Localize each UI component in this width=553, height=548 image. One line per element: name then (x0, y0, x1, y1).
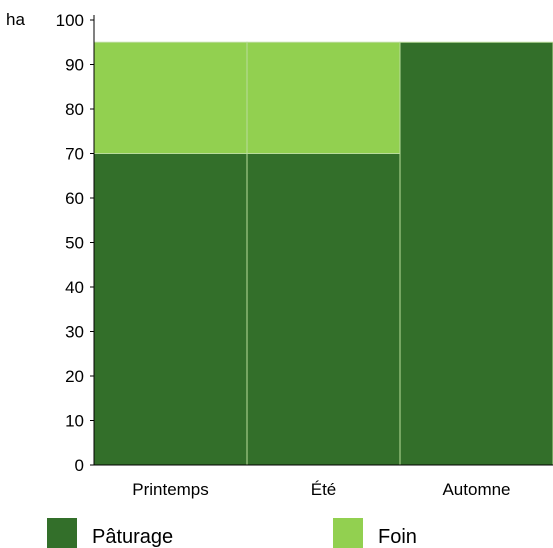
y-tick-label: 70 (65, 145, 84, 164)
legend-label-foin: Foin (378, 526, 417, 548)
bar-segment-paturage-2 (246, 153, 401, 466)
y-tick-label: 60 (65, 189, 84, 208)
x-tick-label: Automne (442, 480, 510, 499)
y-tick-label: 90 (65, 56, 84, 75)
legend-swatch-foin (333, 518, 363, 548)
x-tick-label: Printemps (132, 480, 209, 499)
legend: Pâturage Foin (47, 518, 417, 548)
y-tick-label: 80 (65, 100, 84, 119)
legend-label-paturage: Pâturage (92, 526, 173, 548)
x-tick-label: Été (311, 480, 337, 499)
legend-swatch-paturage (47, 518, 77, 548)
y-tick-label: 30 (65, 323, 84, 342)
bars-layer (93, 41, 553, 466)
y-tick-label: 0 (75, 456, 84, 475)
axes-layer: Printemps Été Automne 0 10 20 30 40 50 60 70 80 90 10… (56, 11, 553, 499)
y-tick-label: 20 (65, 367, 84, 386)
bar-segment-paturage-3 (399, 41, 553, 466)
y-tick-label: 100 (56, 11, 84, 30)
bar-segment-foin-2 (246, 41, 401, 154)
bar-segment-foin-1 (93, 41, 248, 154)
y-unit-label: ha (6, 10, 25, 29)
y-tick-label: 40 (65, 278, 84, 297)
y-tick-label: 10 (65, 412, 84, 431)
bar-segment-paturage-1 (93, 153, 248, 466)
y-tick-label: 50 (65, 234, 84, 253)
